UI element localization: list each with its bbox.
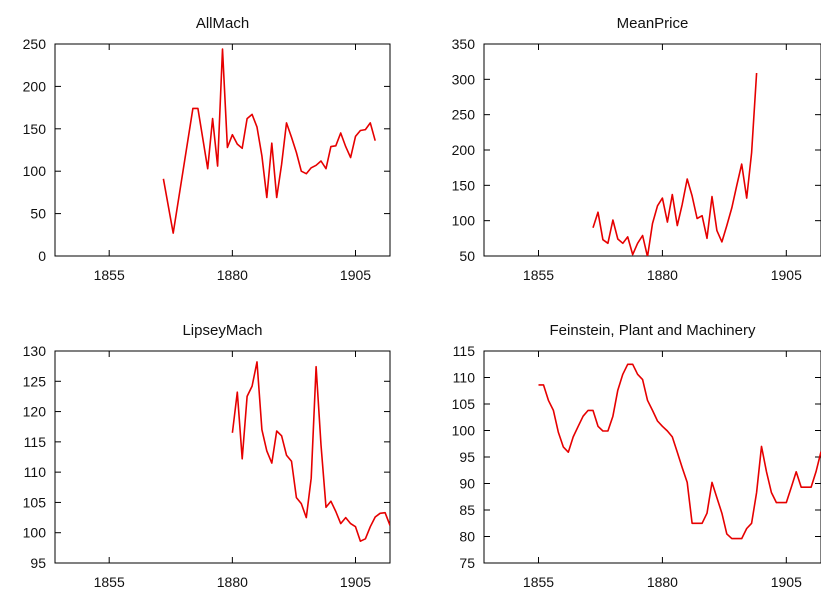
x-tick-label: 1905 (340, 574, 371, 590)
x-tick-label: 1880 (217, 574, 248, 590)
series-line (538, 363, 821, 540)
x-tick-label: 1905 (340, 267, 371, 283)
x-tick-label: 1880 (647, 267, 678, 283)
plot-frame (54, 350, 391, 564)
series-line (592, 72, 758, 256)
y-tick-label: 350 (452, 36, 476, 52)
y-tick-label: 100 (23, 163, 47, 179)
plot-frame (54, 43, 391, 257)
plot-frame (483, 350, 821, 564)
y-tick-label: 200 (23, 78, 47, 94)
x-tick-label: 1855 (523, 267, 554, 283)
x-tick-label: 1905 (771, 267, 802, 283)
y-tick-label: 150 (452, 177, 476, 193)
y-tick-label: 115 (24, 434, 47, 450)
y-tick-label: 200 (452, 142, 476, 158)
y-tick-label: 80 (459, 529, 475, 545)
y-tick-label: 125 (23, 373, 47, 389)
chart-panel-4: Feinstein, Plant and Machinery 75 80 85 90 95… (452, 322, 821, 590)
y-tick-label: 250 (452, 107, 476, 123)
y-tick-label: 130 (23, 343, 47, 359)
chart-panel-2: MeanPrice 50 100 150 200 250 300 350 1855 1880 190… (452, 15, 821, 283)
y-tick-label: 110 (24, 464, 47, 480)
y-tick-label: 115 (453, 343, 476, 359)
y-tick-label: 75 (459, 555, 475, 571)
chart-title: LipseyMach (182, 322, 262, 339)
chart-title: MeanPrice (617, 15, 689, 32)
x-tick-label: 1855 (94, 267, 125, 283)
y-tick-label: 50 (30, 206, 46, 222)
y-tick-label: 110 (453, 370, 476, 386)
y-tick-label: 95 (30, 555, 46, 571)
y-tick-label: 100 (23, 525, 47, 541)
y-tick-label: 120 (23, 404, 47, 420)
x-tick-label: 1880 (647, 574, 678, 590)
y-tick-label: 50 (459, 248, 475, 264)
series-line (162, 48, 376, 234)
chart-panel-3: LipseyMach 95 100 105 110 115 120 125 130 1855 188… (23, 322, 391, 590)
chart-title: Feinstein, Plant and Machinery (550, 322, 756, 339)
x-tick-label: 1905 (771, 574, 802, 590)
y-tick-label: 150 (23, 121, 47, 137)
x-tick-label: 1855 (94, 574, 125, 590)
y-tick-label: 300 (452, 71, 476, 87)
series-line (231, 361, 390, 543)
y-tick-label: 100 (452, 213, 476, 229)
x-tick-label: 1880 (217, 267, 248, 283)
y-tick-label: 105 (23, 494, 47, 510)
y-tick-label: 100 (452, 423, 476, 439)
y-tick-label: 250 (23, 36, 47, 52)
chart-title: AllMach (196, 15, 249, 32)
y-tick-label: 95 (459, 449, 475, 465)
x-tick-label: 1855 (523, 574, 554, 590)
y-tick-label: 105 (452, 396, 476, 412)
y-tick-label: 90 (459, 476, 475, 492)
chart-panel-1: AllMach 0 50 100 150 200 250 1855 1880 1905 (23, 15, 391, 283)
y-tick-label: 0 (38, 248, 46, 264)
y-tick-label: 85 (459, 502, 475, 518)
